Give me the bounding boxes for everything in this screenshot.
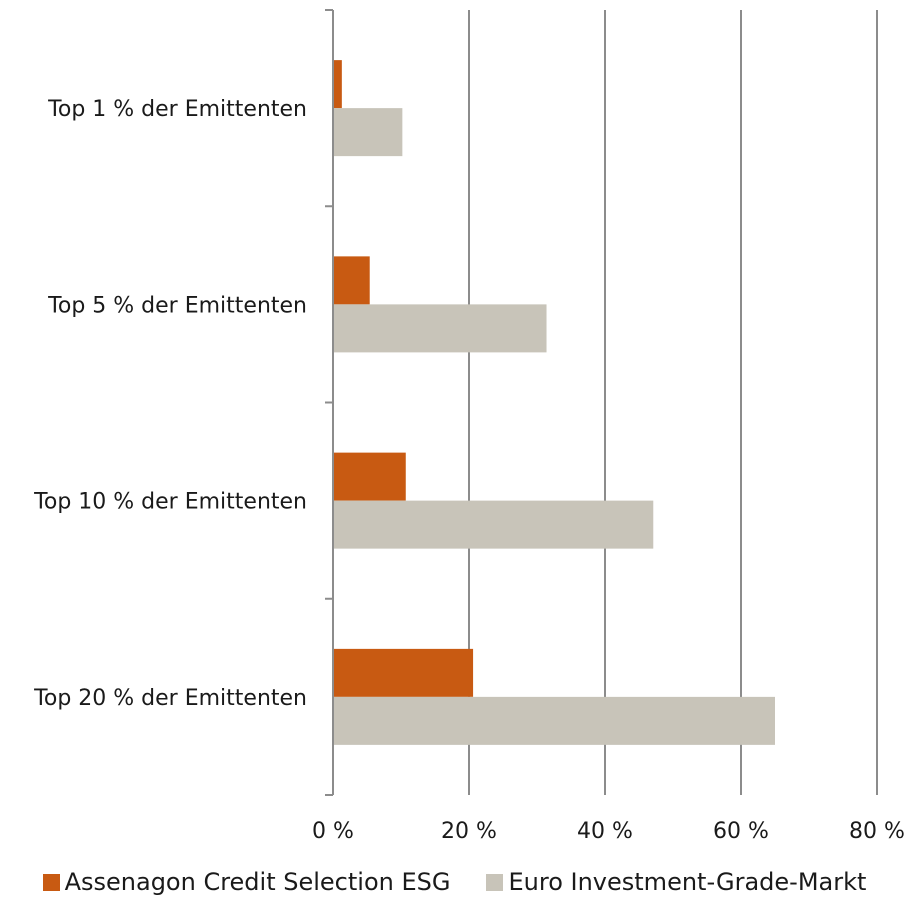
bar-series-2 <box>333 108 403 157</box>
gridlines <box>468 10 878 795</box>
bars <box>333 60 775 745</box>
legend-swatch-series-2 <box>486 873 504 891</box>
category-label: Top 1 % der Emittenten <box>47 97 307 122</box>
category-label: Top 20 % der Emittenten <box>33 686 307 711</box>
bar-series-1 <box>333 60 342 109</box>
bar-series-2 <box>333 696 775 745</box>
legend-label-series-1: Assenagon Credit Selection ESG <box>64 868 451 896</box>
x-tick-label: 80 % <box>849 819 905 844</box>
x-tick-label: 40 % <box>577 819 633 844</box>
bar-series-2 <box>333 500 654 549</box>
category-label: Top 10 % der Emittenten <box>33 490 307 515</box>
legend-label-series-2: Euro Investment-Grade-Markt <box>508 868 867 896</box>
x-tick-label: 0 % <box>312 819 354 844</box>
x-tick-label: 60 % <box>713 819 769 844</box>
legend-item-series-2: Euro Investment-Grade-Markt <box>486 868 866 896</box>
x-tick-label: 20 % <box>441 819 497 844</box>
bar-series-1 <box>333 452 406 501</box>
legend-swatch-series-1 <box>42 873 60 891</box>
bar-series-1 <box>333 256 370 305</box>
x-tick-labels: 0 % 20 % 40 % 60 % 80 % <box>312 819 905 844</box>
category-label: Top 5 % der Emittenten <box>47 293 307 318</box>
category-axis <box>325 9 334 796</box>
bar-series-2 <box>333 304 547 353</box>
legend: Assenagon Credit Selection ESG Euro Inve… <box>0 860 909 904</box>
bar-chart: Top 1 % der Emittenten Top 5 % der Emitte… <box>33 9 905 844</box>
legend-item-series-1: Assenagon Credit Selection ESG <box>42 868 451 896</box>
bar-series-1 <box>333 648 474 697</box>
category-labels: Top 1 % der Emittenten Top 5 % der Emitte… <box>33 97 307 711</box>
